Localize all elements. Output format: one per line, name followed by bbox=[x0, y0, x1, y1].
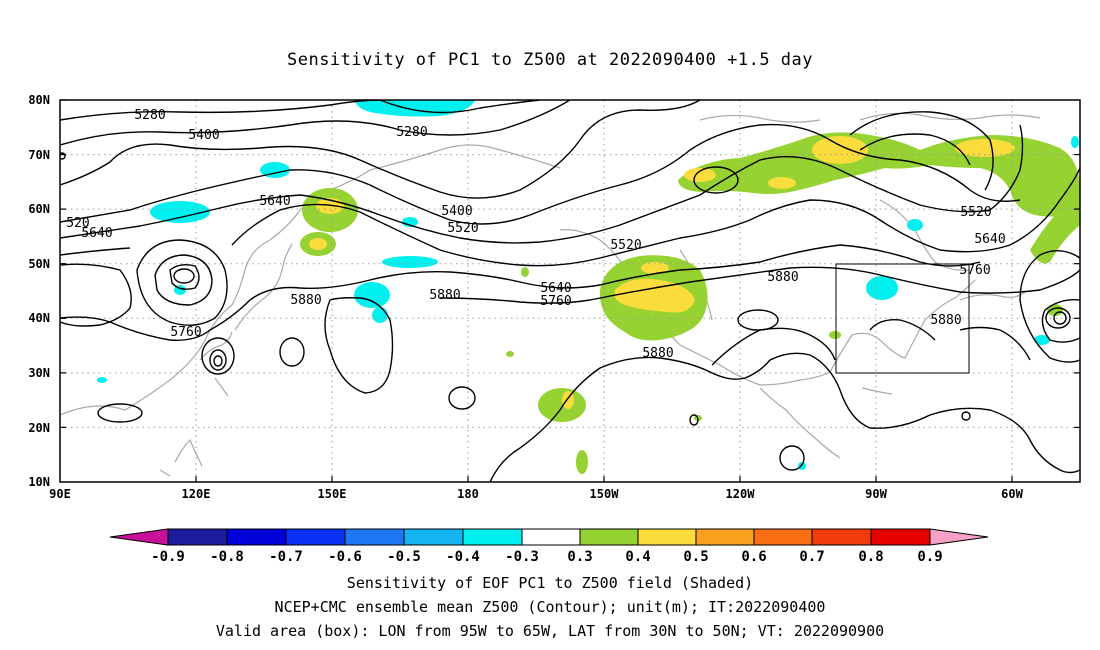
colorbar-label: 0.3 bbox=[567, 549, 592, 565]
colorbar-label: -0.6 bbox=[328, 549, 362, 565]
colorbar-label: -0.5 bbox=[387, 549, 421, 565]
contour-label: 5400 bbox=[441, 204, 472, 219]
lon-label: 120E bbox=[182, 487, 211, 501]
lat-label: 50N bbox=[28, 257, 50, 271]
colorbar-labels: -0.9 -0.8 -0.7 -0.6 -0.5 -0.4 -0.3 0.3 0… bbox=[151, 549, 943, 565]
colorbar-swatch bbox=[403, 528, 464, 546]
colorbar-swatch bbox=[285, 528, 346, 546]
lon-label: 180 bbox=[457, 487, 479, 501]
contour-label: 5640 bbox=[81, 226, 112, 241]
contour-label: 5880 bbox=[429, 288, 460, 303]
contour-label: 5880 bbox=[930, 313, 961, 328]
contour-label: 5880 bbox=[290, 293, 321, 308]
lat-labels: 80N 70N 60N 50N 40N 30N 20N 10N bbox=[28, 93, 50, 489]
colorbar-swatch bbox=[226, 528, 287, 546]
contour-label: 5520 bbox=[960, 205, 991, 220]
lat-label: 10N bbox=[28, 475, 50, 489]
contour-label: 5280 bbox=[134, 108, 165, 123]
lon-label: 90E bbox=[49, 487, 71, 501]
colorbar-swatch bbox=[637, 528, 697, 546]
lat-label: 30N bbox=[28, 366, 50, 380]
contour-label: 5760 bbox=[540, 294, 571, 309]
colorbar-high-arrow bbox=[929, 528, 989, 546]
colorbar-swatch bbox=[462, 528, 523, 546]
z500-contours bbox=[60, 100, 1080, 482]
colorbar-swatch bbox=[344, 528, 405, 546]
lon-label: 90W bbox=[865, 487, 887, 501]
lon-label: 150E bbox=[318, 487, 347, 501]
contour-label: 5640 bbox=[540, 281, 571, 296]
axis-ticks bbox=[60, 99, 1080, 482]
lat-label: 40N bbox=[28, 311, 50, 325]
lat-label: 60N bbox=[28, 202, 50, 216]
lon-label: 60W bbox=[1001, 487, 1023, 501]
lon-labels: 90E 120E 150E 180 150W 120W 90W 60W bbox=[49, 487, 1023, 501]
contour-label: 5280 bbox=[396, 125, 427, 140]
lat-label: 80N bbox=[28, 93, 50, 107]
caption-contour: NCEP+CMC ensemble mean Z500 (Contour); u… bbox=[274, 598, 826, 616]
colorbar-label: -0.3 bbox=[505, 549, 539, 565]
contour-label: 5880 bbox=[767, 270, 798, 285]
contour-label: 5520 bbox=[610, 238, 641, 253]
colorbar-swatch bbox=[167, 528, 228, 546]
contour-label: 5520 bbox=[447, 221, 478, 236]
colorbar-label: 0.5 bbox=[683, 549, 708, 565]
colorbar-swatch bbox=[579, 528, 639, 546]
map-title: Sensitivity of PC1 to Z500 at 2022090400… bbox=[286, 50, 813, 70]
colorbar-swatch bbox=[753, 528, 813, 546]
contour-labels: 5280 5280 5400 5400 5520 5520 5520 520 5… bbox=[66, 108, 1005, 361]
contour-label: 5760 bbox=[959, 263, 990, 278]
contour-label: 5400 bbox=[188, 128, 219, 143]
colorbar-label: 0.4 bbox=[625, 549, 650, 565]
lat-label: 70N bbox=[28, 148, 50, 162]
colorbar-swatch bbox=[870, 528, 931, 546]
lon-label: 120W bbox=[726, 487, 756, 501]
colorbar-label: -0.7 bbox=[269, 549, 303, 565]
map-frame bbox=[59, 99, 1081, 483]
colorbar-label: 0.9 bbox=[917, 549, 942, 565]
contour-label: 5760 bbox=[170, 325, 201, 340]
colorbar-label: 0.7 bbox=[799, 549, 824, 565]
colorbar-label: -0.8 bbox=[210, 549, 244, 565]
colorbar-label: 0.8 bbox=[858, 549, 883, 565]
colorbar bbox=[109, 528, 989, 546]
caption-valid-area: Valid area (box): LON from 95W to 65W, L… bbox=[215, 622, 885, 640]
contour-label: 5880 bbox=[642, 346, 673, 361]
colorbar-swatch bbox=[521, 528, 581, 546]
contour-label: 520 bbox=[66, 216, 89, 231]
lon-label: 150W bbox=[590, 487, 620, 501]
sensitivity-shading bbox=[97, 100, 1080, 474]
colorbar-label: 0.6 bbox=[741, 549, 766, 565]
colorbar-swatch bbox=[811, 528, 872, 546]
contour-label: 5640 bbox=[974, 232, 1005, 247]
caption-shading: Sensitivity of EOF PC1 to Z500 field (Sh… bbox=[346, 574, 754, 592]
colorbar-label: -0.9 bbox=[151, 549, 185, 565]
contour-label: 5640 bbox=[259, 194, 290, 209]
colorbar-label: -0.4 bbox=[446, 549, 480, 565]
colorbar-swatch bbox=[695, 528, 755, 546]
lat-label: 20N bbox=[28, 421, 50, 435]
valid-area-box bbox=[835, 263, 970, 374]
colorbar-low-arrow bbox=[109, 528, 169, 546]
